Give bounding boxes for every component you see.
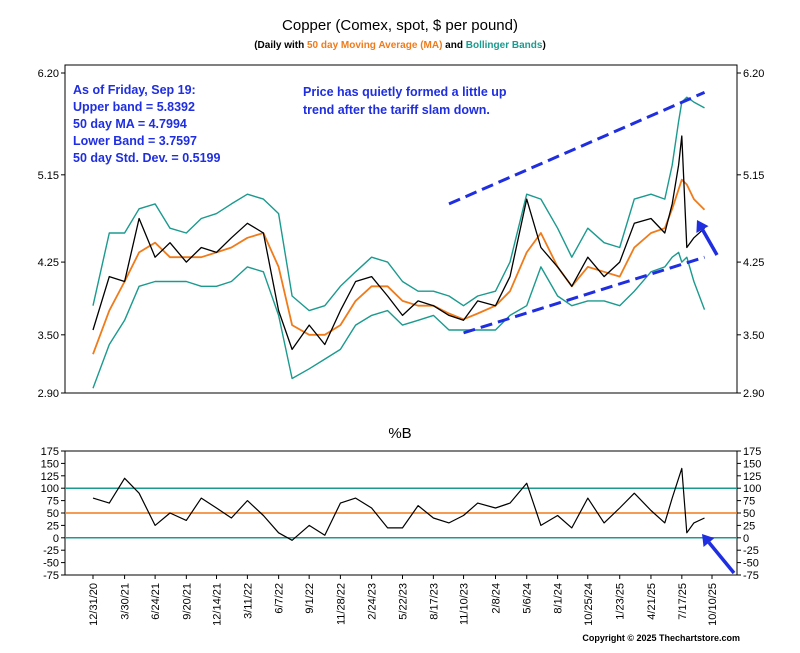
pctb-y-tick-label-right: 25 [743, 520, 755, 532]
pctb-y-tick-label-right: 75 [743, 496, 755, 508]
pctb-y-tick-label-right: -50 [743, 558, 759, 570]
lower-bollinger-band-line [92, 251, 706, 389]
pctb-y-tick-label-left: 25 [47, 520, 59, 532]
annotation-arrow-pctb [702, 534, 736, 575]
x-tick-label: 11/10/23 [459, 583, 471, 625]
chart-subtitle: (Daily with 50 day Moving Average (MA) a… [254, 40, 546, 51]
trend-line [448, 91, 706, 206]
main-y-tick-label-right: 4.25 [743, 257, 764, 269]
note-line-1: Price has quietly formed a little up [303, 85, 507, 99]
x-tick-label: 2/24/23 [367, 583, 379, 620]
pctb-y-tick-label-left: 100 [41, 483, 59, 495]
x-tick-label: 8/17/23 [428, 583, 440, 620]
annotation-arrow-main [696, 220, 719, 256]
main-y-tick-label-right: 3.50 [743, 330, 764, 342]
x-tick-label: 1/23/25 [615, 583, 627, 620]
pctb-y-tick-label-right: 0 [743, 533, 749, 545]
x-tick-label: 6/7/22 [274, 583, 286, 614]
pctb-y-tick-label-left: 150 [41, 458, 59, 470]
pctb-y-tick-label-left: -75 [43, 570, 59, 582]
main-y-tick-label-right: 6.20 [743, 68, 764, 80]
pctb-y-tick-label-left: 0 [53, 533, 59, 545]
stats-line-2: Upper band = 5.8392 [73, 100, 195, 114]
pctb-y-tick-label-left: -25 [43, 545, 59, 557]
x-tick-label: 10/10/25 [707, 583, 719, 626]
x-tick-label: 11/28/22 [335, 583, 347, 625]
pctb-y-tick-label-left: 75 [47, 496, 59, 508]
x-tick-label: 5/22/23 [398, 583, 410, 620]
x-tick-label: 4/21/25 [646, 583, 658, 620]
subtitle-ma: 50 day Moving Average (MA) [307, 40, 442, 51]
pctb-y-tick-label-right: 100 [743, 483, 761, 495]
pctb-y-tick-label-right: 125 [743, 471, 761, 483]
subtitle-suffix: ) [542, 40, 545, 51]
subtitle-bb: Bollinger Bands [466, 40, 543, 51]
pctb-y-tick-label-right: -25 [743, 545, 759, 557]
x-tick-label: 3/11/22 [242, 583, 254, 619]
upper-bollinger-band-line [92, 96, 705, 312]
pctb-y-tick-label-right: -75 [743, 570, 759, 582]
x-tick-label: 9/1/22 [304, 583, 316, 614]
chart-title: Copper (Comex, spot, $ per pound) [282, 17, 518, 34]
stats-line-4: Lower Band = 3.7597 [73, 134, 197, 148]
pctb-title: %B [388, 425, 411, 442]
x-tick-label: 7/17/25 [677, 583, 689, 620]
trend-line [463, 255, 705, 335]
x-tick-label: 3/30/21 [120, 583, 132, 620]
main-y-tick-label-left: 6.20 [38, 68, 59, 80]
moving-average-line [92, 178, 706, 355]
main-plot-frame [64, 64, 738, 394]
pctb-y-tick-label-left: 175 [41, 446, 59, 458]
main-y-tick-label-left: 5.15 [38, 170, 59, 182]
pctb-y-tick-label-left: 50 [47, 508, 59, 520]
main-y-tick-label-left: 2.90 [38, 388, 59, 400]
x-axis: 12/31/20 3/30/21 6/24/21 9/20/21 12/14/21 3/1… [88, 575, 719, 626]
x-tick-label: 2/8/24 [490, 583, 502, 614]
stats-line-1: As of Friday, Sep 19: [73, 83, 196, 97]
main-y-axis: 6.20 6.20 5.15 5.15 4.25 4.25 3.50 3.50 2.90 2.90 [38, 68, 765, 400]
pctb-y-tick-label-left: -50 [43, 558, 59, 570]
x-tick-label: 6/24/21 [150, 583, 162, 620]
stats-line-5: 50 day Std. Dev. = 0.5199 [73, 151, 220, 165]
subtitle-prefix: (Daily with [254, 40, 307, 51]
x-tick-label: 12/14/21 [212, 583, 224, 626]
x-tick-label: 12/31/20 [88, 583, 100, 626]
pctb-plot-content [65, 467, 737, 575]
stats-line-3: 50 day MA = 4.7994 [73, 117, 187, 131]
main-y-tick-label-left: 3.50 [38, 330, 59, 342]
main-y-tick-label-right: 2.90 [743, 388, 764, 400]
note-line-2: trend after the tariff slam down. [303, 103, 490, 117]
x-tick-label: 10/25/24 [583, 583, 595, 626]
pctb-y-tick-label-left: 125 [41, 471, 59, 483]
pctb-y-tick-label-right: 175 [743, 446, 761, 458]
main-plot-content [92, 91, 719, 389]
main-y-tick-label-right: 5.15 [743, 170, 764, 182]
main-y-tick-label-left: 4.25 [38, 257, 59, 269]
pctb-y-tick-label-right: 150 [743, 458, 761, 470]
x-tick-label: 5/6/24 [522, 583, 534, 614]
pctb-line [92, 467, 705, 541]
x-tick-label: 9/20/21 [181, 583, 193, 620]
x-tick-label: 8/1/24 [553, 583, 565, 614]
price-line [92, 135, 705, 351]
subtitle-middle: and [442, 40, 465, 51]
pctb-y-tick-label-right: 50 [743, 508, 755, 520]
copyright: Copyright © 2025 Thechartstore.com [582, 633, 740, 643]
